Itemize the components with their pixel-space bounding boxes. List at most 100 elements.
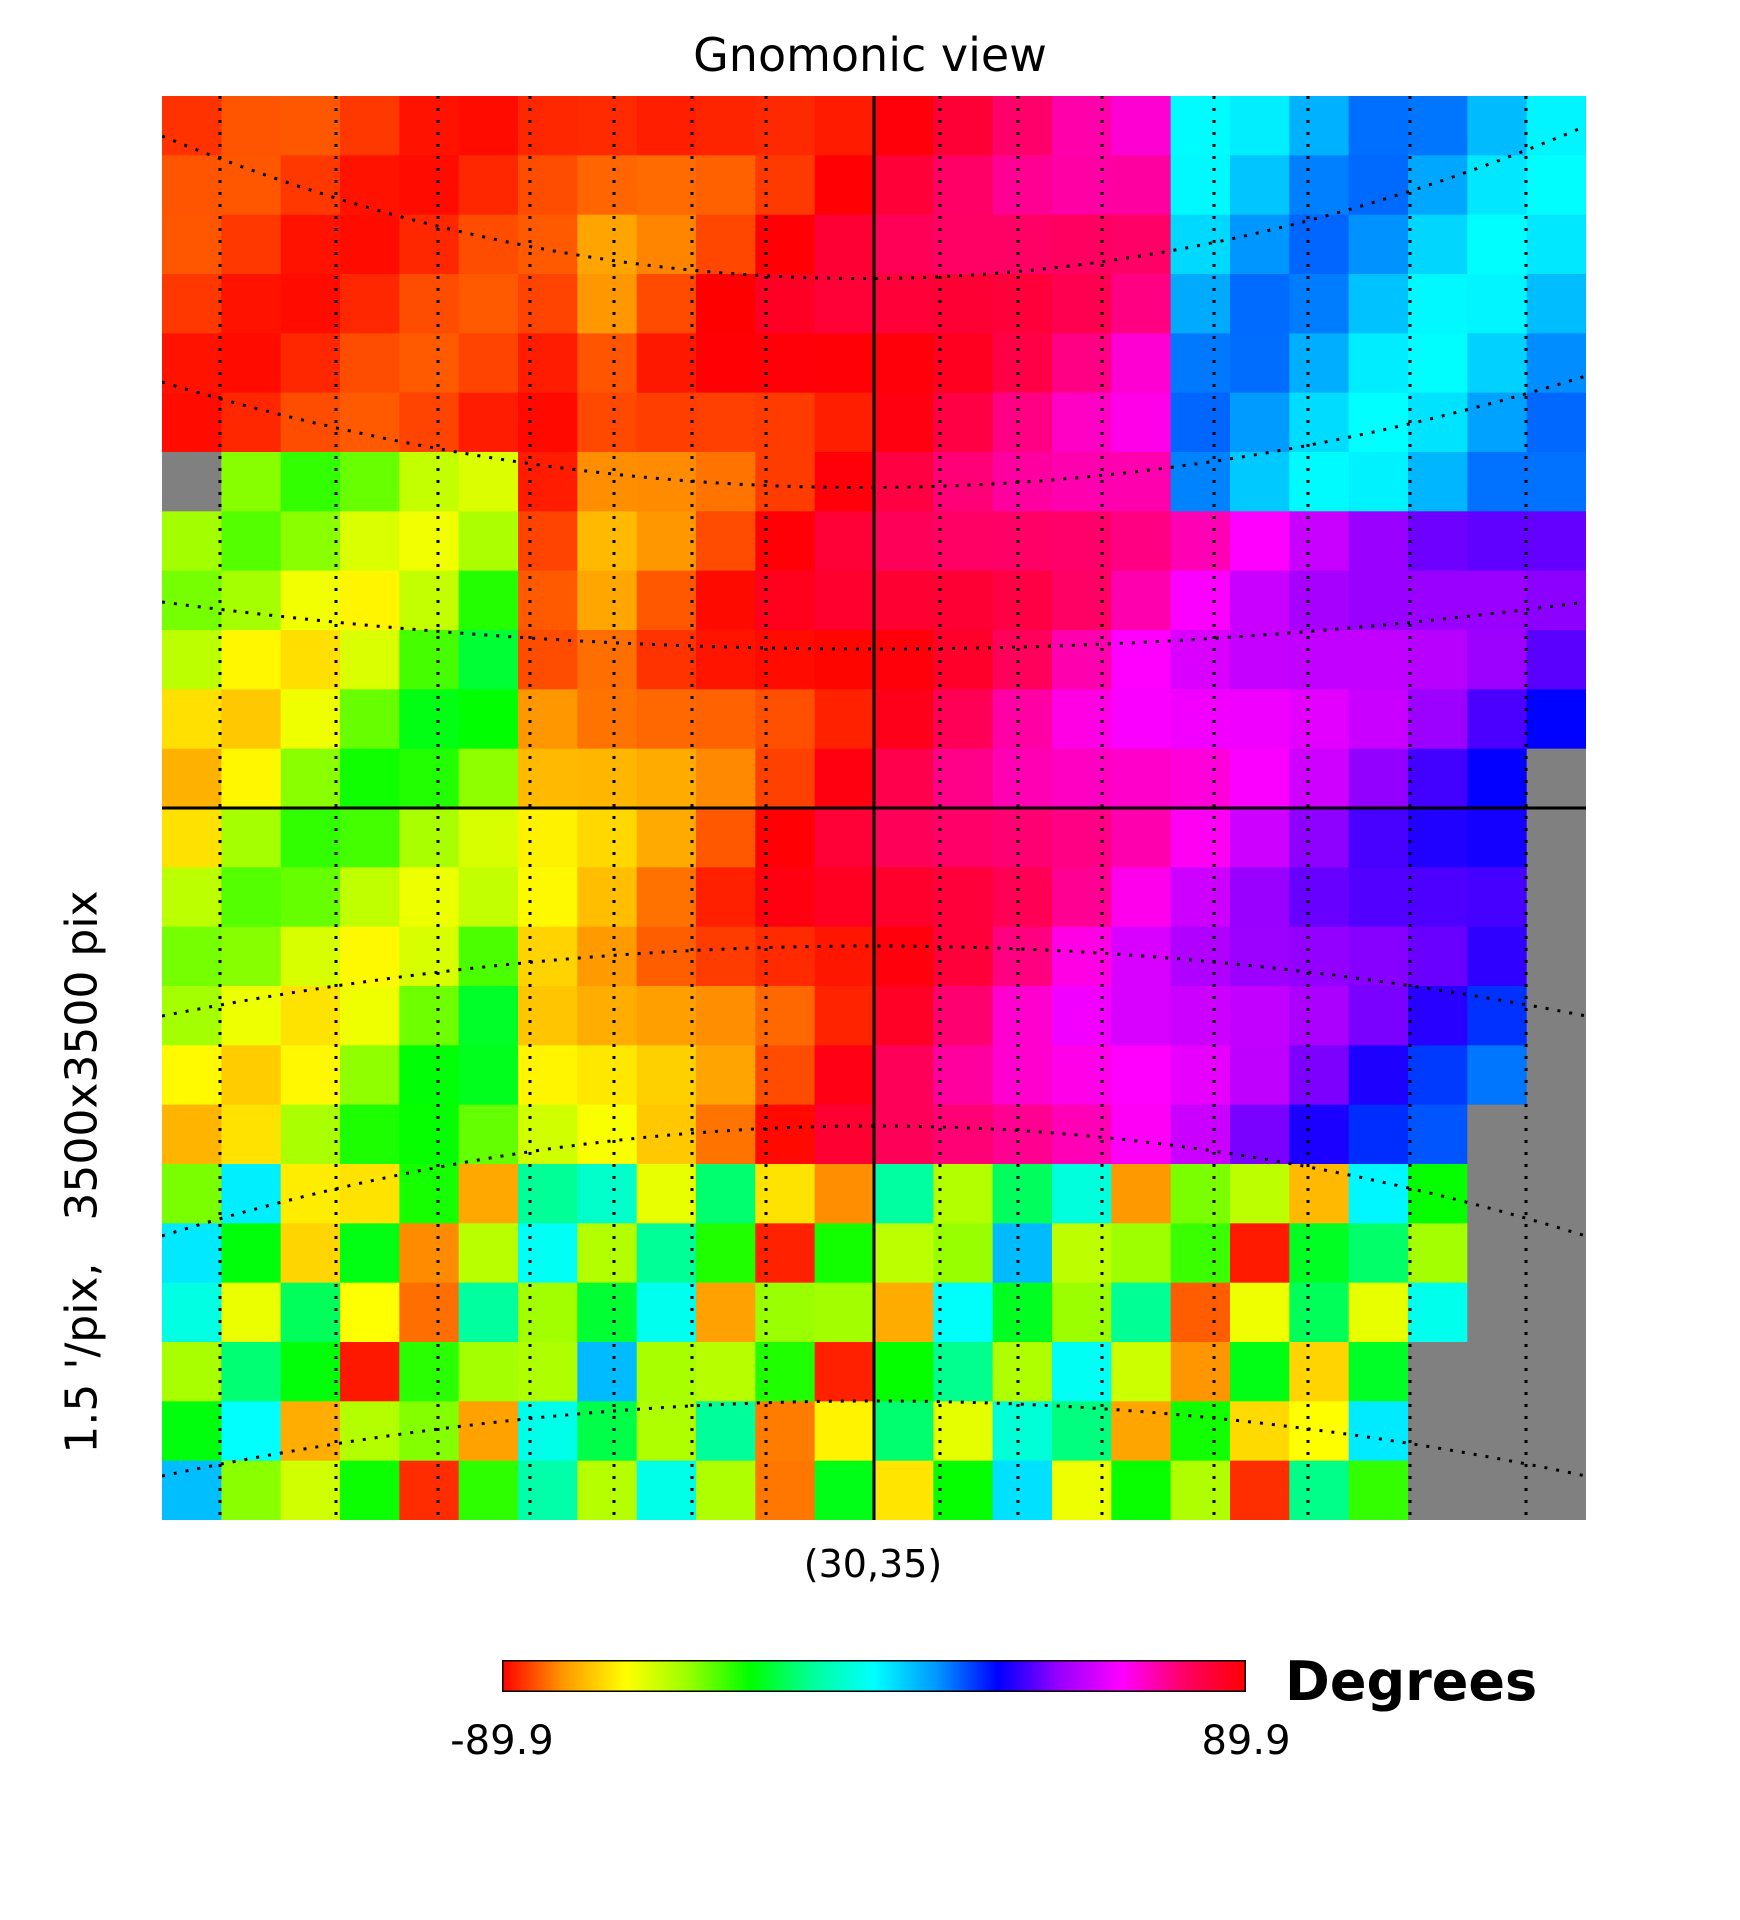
map-cell (874, 867, 934, 928)
map-cell (1111, 1282, 1172, 1343)
map-cell (1408, 1104, 1468, 1165)
map-cell (399, 1342, 460, 1402)
map-cell (1408, 1164, 1468, 1224)
map-cell (755, 1342, 816, 1402)
map-cell (280, 1401, 341, 1462)
map-cell (933, 926, 994, 987)
map-cell (1111, 867, 1172, 928)
map-cell (1230, 274, 1290, 334)
map-cell (1408, 570, 1468, 631)
map-cell (1111, 689, 1172, 750)
map-cell (1289, 689, 1350, 750)
map-cell (1111, 1164, 1172, 1224)
map-cell (1526, 333, 1586, 394)
map-cell (221, 392, 282, 453)
map-cell (1526, 689, 1586, 750)
map-cell (1348, 1164, 1409, 1224)
map-cell (992, 1164, 1053, 1224)
map-cell (162, 392, 222, 453)
map-cell (1526, 155, 1586, 216)
map-cell (1348, 867, 1409, 928)
map-cell (755, 452, 816, 512)
map-cell (992, 155, 1053, 216)
map-cell (874, 511, 934, 572)
map-cell (696, 986, 756, 1046)
map-cell (1170, 630, 1231, 690)
map-cell (1111, 570, 1172, 631)
map-cell (696, 214, 756, 275)
map-cell (1526, 1104, 1586, 1165)
map-cell (577, 1401, 638, 1462)
map-cell (1230, 392, 1290, 453)
map-cell (933, 867, 994, 928)
map-cell (1348, 392, 1409, 453)
map-cell (399, 1282, 460, 1343)
gnomonic-map (162, 96, 1586, 1520)
map-cell (814, 1460, 875, 1520)
map-cell (280, 1164, 341, 1224)
map-cell (280, 1104, 341, 1165)
map-cell (399, 1045, 460, 1106)
map-cell (162, 748, 222, 809)
map-cell (340, 392, 400, 453)
map-cell (1052, 333, 1112, 394)
map-cell (1348, 689, 1409, 750)
map-cell (636, 96, 697, 156)
map-cell (1230, 748, 1290, 809)
parallel-line (162, 600, 1586, 651)
map-cell (577, 1223, 638, 1284)
map-cell (1467, 1104, 1528, 1165)
map-cell (1111, 1342, 1172, 1402)
map-cell (933, 689, 994, 750)
map-cell (1230, 986, 1290, 1046)
map-cell (1289, 867, 1350, 928)
map-cell (874, 1104, 934, 1165)
map-cell (1526, 452, 1586, 512)
map-cell (340, 1342, 400, 1402)
map-cell (162, 570, 222, 631)
map-cell (755, 392, 816, 453)
map-cell (458, 926, 519, 987)
map-cell (696, 1460, 756, 1520)
map-cell (577, 867, 638, 928)
map-cell (696, 1282, 756, 1343)
map-cell (458, 1342, 519, 1402)
map-cell (755, 808, 816, 868)
map-cell (814, 689, 875, 750)
map-cell (280, 808, 341, 868)
map-cell (577, 1164, 638, 1224)
map-cell (280, 748, 341, 809)
map-cell (221, 630, 282, 690)
map-cell (1348, 511, 1409, 572)
map-cell (1408, 274, 1468, 334)
map-cell (162, 214, 222, 275)
map-cell (458, 274, 519, 334)
map-cell (399, 986, 460, 1046)
map-cell (636, 689, 697, 750)
map-cell (458, 570, 519, 631)
map-cell (992, 748, 1053, 809)
map-cell (1348, 1342, 1409, 1402)
map-cell (992, 214, 1053, 275)
map-cell (162, 1223, 222, 1284)
map-cell (1348, 1045, 1409, 1106)
map-cell (1289, 986, 1350, 1046)
map-cell (1170, 452, 1231, 512)
map-cell (992, 1282, 1053, 1343)
map-cell (1408, 392, 1468, 453)
map-cell (696, 689, 756, 750)
map-cell (1526, 570, 1586, 631)
map-cell (1170, 392, 1231, 453)
map-cell (518, 867, 578, 928)
map-cell (814, 274, 875, 334)
map-cell (221, 1045, 282, 1106)
map-cell (1348, 333, 1409, 394)
map-cell (814, 333, 875, 394)
map-cell (399, 748, 460, 809)
map-cell (696, 926, 756, 987)
map-cell (814, 570, 875, 631)
map-cell (755, 1282, 816, 1343)
map-cell (992, 333, 1053, 394)
map-cell (577, 511, 638, 572)
map-cell (1289, 1104, 1350, 1165)
